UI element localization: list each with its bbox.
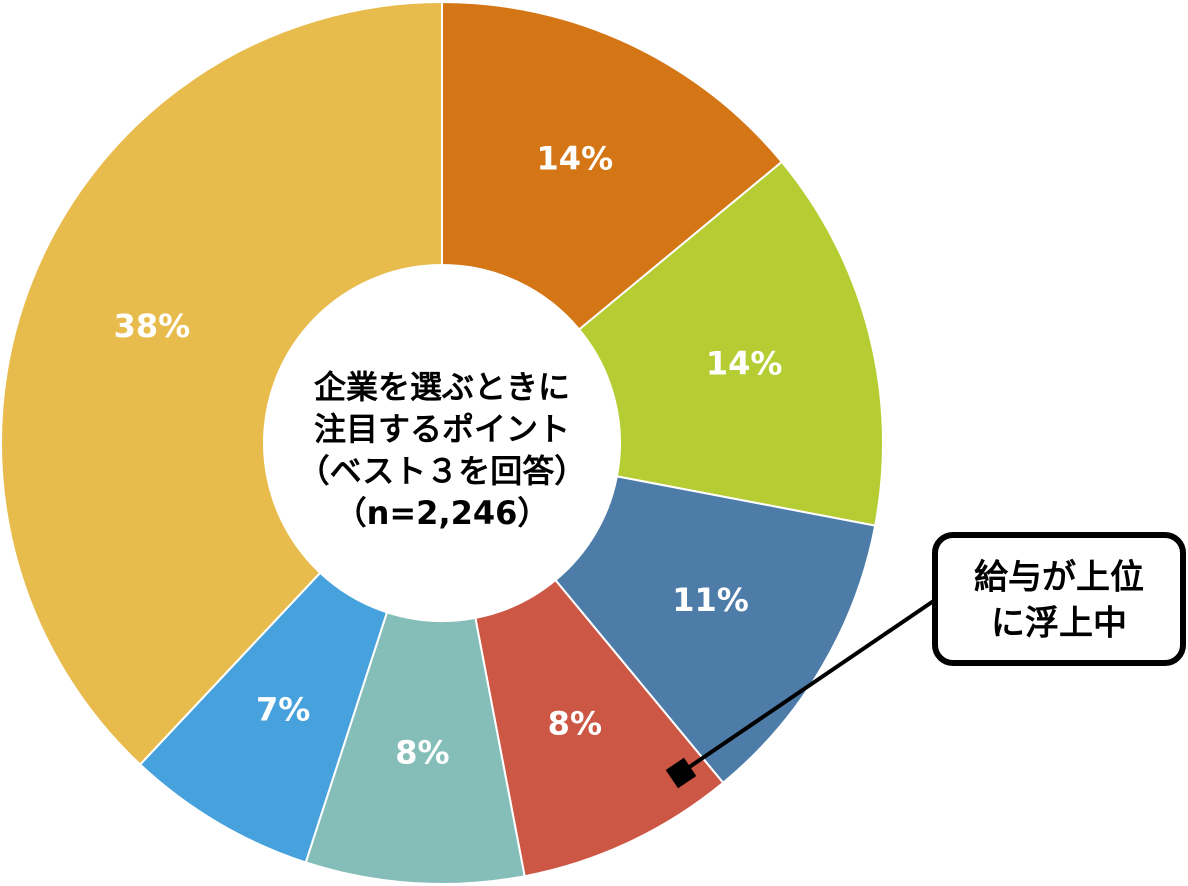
center-title: （n=2,246） (335, 494, 550, 532)
data-label: 14% (706, 344, 783, 382)
center-title: （ベスト３を回答） (298, 452, 587, 490)
data-label: 38% (114, 307, 191, 345)
annotation-box (932, 532, 1186, 666)
center-title: 企業を選ぶときに (314, 368, 570, 406)
annotation-text: 給与が上位 (974, 558, 1144, 598)
data-label: 11% (672, 581, 749, 619)
data-label: 8% (395, 733, 449, 771)
data-label: 8% (548, 704, 602, 742)
donut-slice (554, 475, 877, 785)
data-label: 7% (256, 691, 310, 729)
annotation-marker (665, 757, 697, 789)
donut-slice (441, 0, 784, 331)
donut-slice (577, 160, 884, 527)
annotation-text: に浮上中 (991, 604, 1127, 644)
donut-slice (0, 0, 443, 766)
center-title: 注目するポイント (314, 410, 570, 448)
data-label: 14% (537, 140, 614, 178)
annotation-leader (680, 598, 937, 774)
